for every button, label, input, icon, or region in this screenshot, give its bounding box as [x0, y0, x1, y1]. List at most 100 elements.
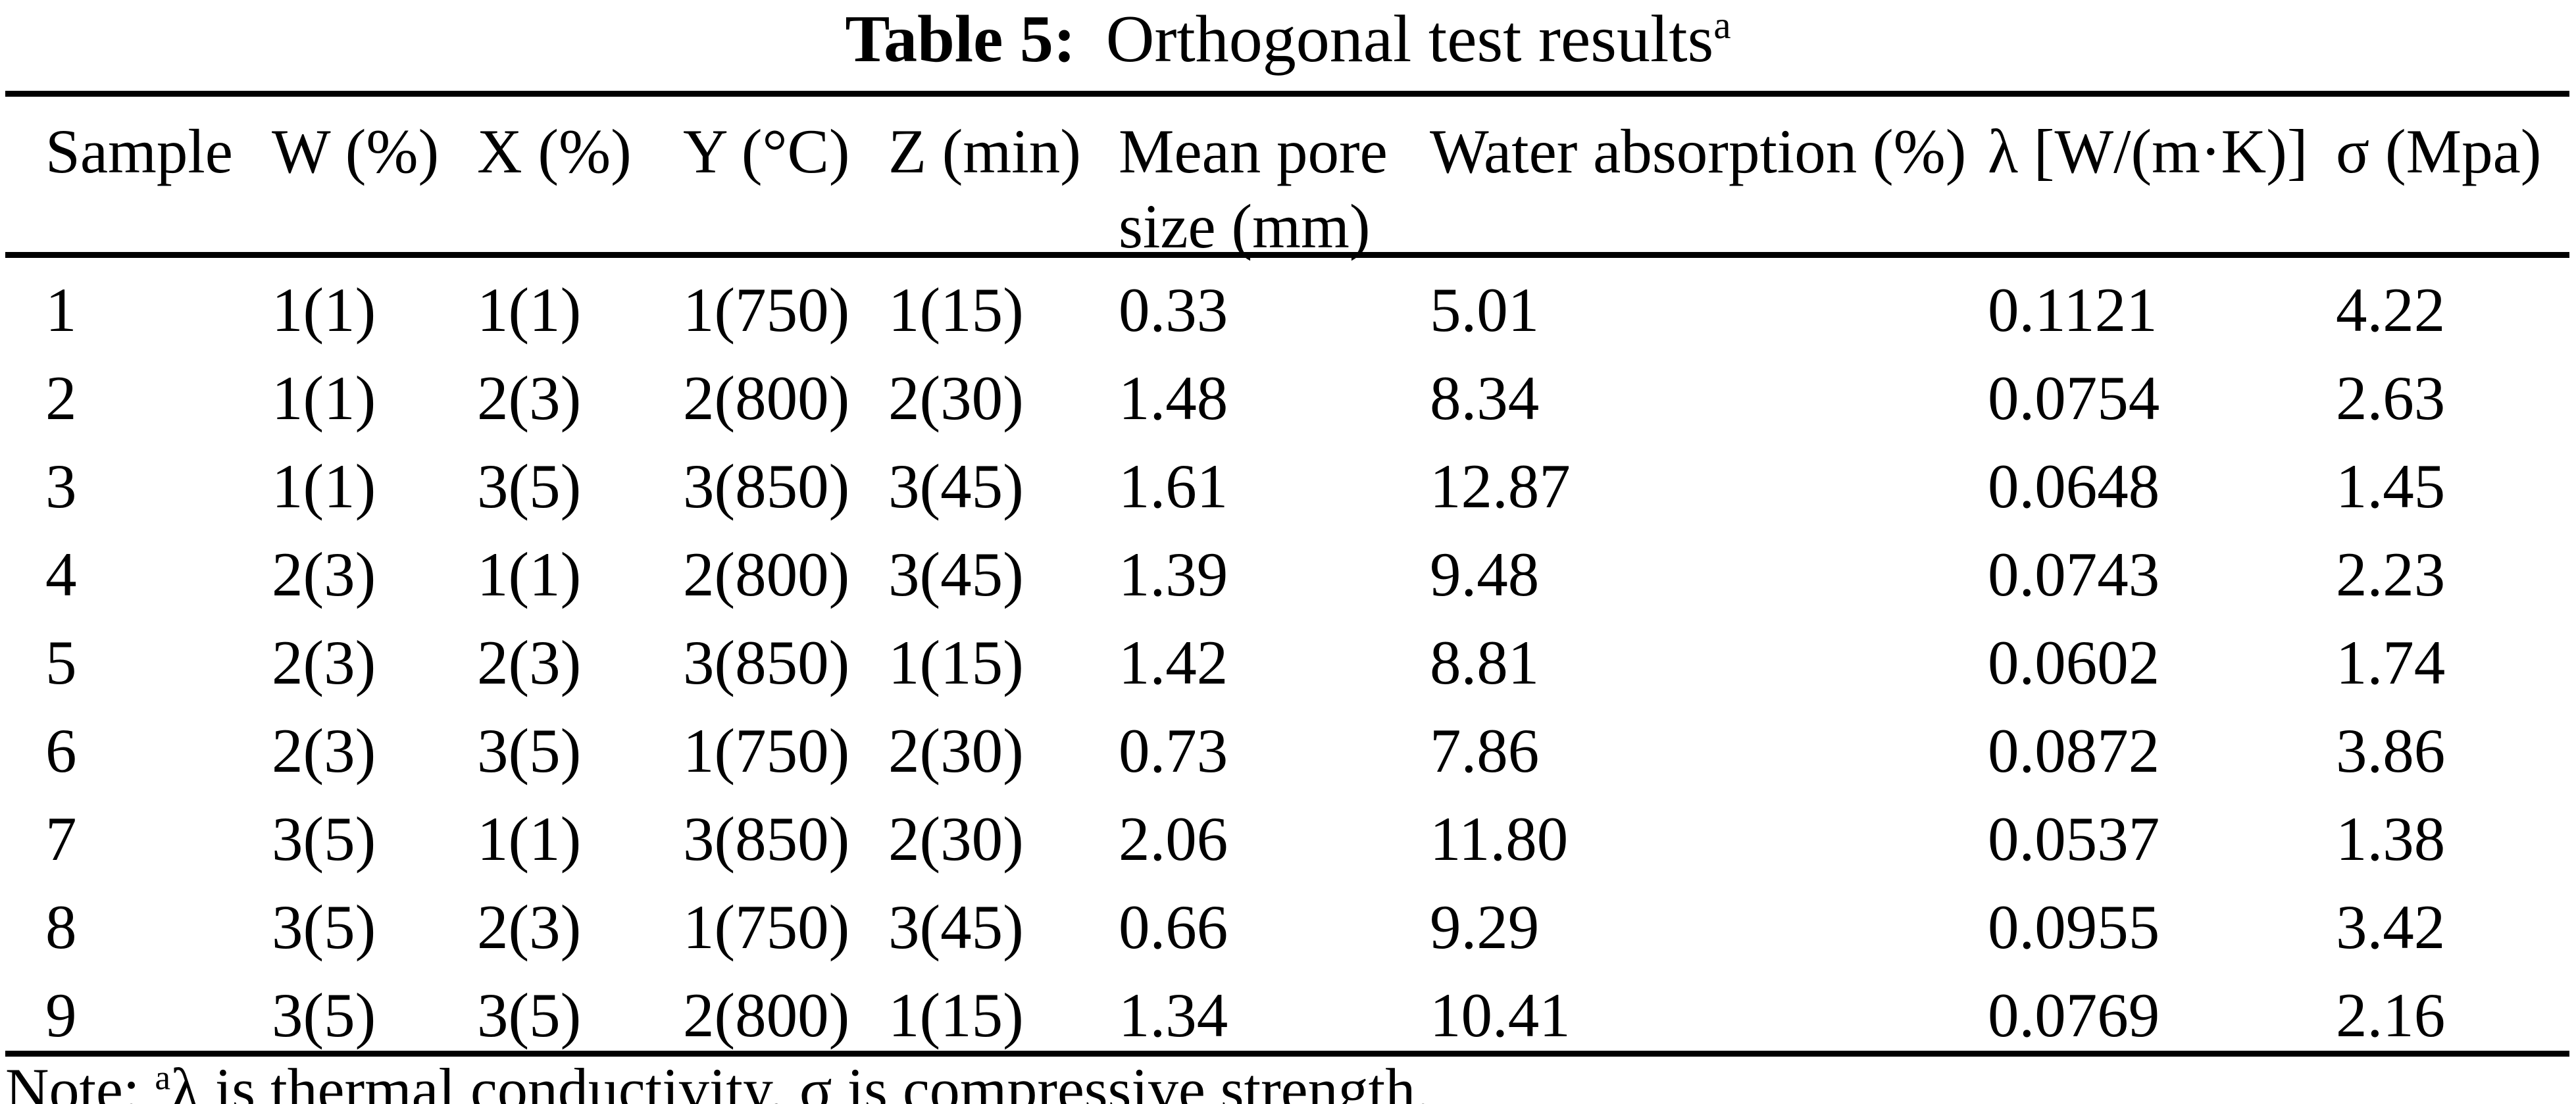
- table-cell: 2(3): [272, 539, 376, 609]
- table-cell: 0.73: [1119, 715, 1228, 786]
- table-cell: 0.0648: [1988, 451, 2160, 521]
- column-header-mean-pore-size: Mean pore size (mm): [1119, 116, 1388, 261]
- table-cell: 2(800): [683, 980, 850, 1050]
- table-cell: 7.86: [1430, 715, 1540, 786]
- table-row: 1 1(1) 1(1) 1(750) 1(15) 0.33 5.01 0.112…: [45, 264, 2569, 352]
- table-cell: 3(5): [272, 803, 376, 874]
- table-cell: 3(5): [477, 980, 582, 1050]
- table-cell: 1.48: [1119, 363, 1228, 433]
- header-rule: [5, 252, 2569, 258]
- table-cell: 2(3): [477, 627, 582, 697]
- table-cell: 4.22: [2336, 274, 2446, 345]
- column-header-compressive-strength: σ (Mpa): [2336, 116, 2542, 186]
- table-cell: 2(800): [683, 539, 850, 609]
- footnote-text: λ is thermal conductivity, σ is compress…: [170, 1056, 1431, 1104]
- table-cell: 0.0743: [1988, 539, 2160, 609]
- table-caption-superscript: a: [1713, 3, 1731, 47]
- table-cell: 1(750): [683, 274, 850, 345]
- table-cell: 3(45): [888, 539, 1024, 609]
- column-header-z: Z (min): [888, 116, 1081, 186]
- table-cell: 3(850): [683, 627, 850, 697]
- table-cell: 0.1121: [1988, 274, 2158, 345]
- table-cell: 3: [45, 451, 77, 521]
- table-cell: 3(5): [272, 980, 376, 1050]
- table-cell: 2(3): [272, 627, 376, 697]
- footnote-prefix: Note:: [5, 1056, 155, 1104]
- table-cell: 9.48: [1430, 539, 1540, 609]
- table-cell: 1.45: [2336, 451, 2446, 521]
- table-cell: 10.41: [1430, 980, 1571, 1050]
- table-cell: 1(1): [477, 803, 582, 874]
- table-cell: 1(15): [888, 627, 1024, 697]
- table-cell: 0.66: [1119, 891, 1228, 962]
- table-cell: 7: [45, 803, 77, 874]
- table-cell: 2(3): [477, 363, 582, 433]
- table-cell: 8: [45, 891, 77, 962]
- table-row: 3 1(1) 3(5) 3(850) 3(45) 1.61 12.87 0.06…: [45, 440, 2569, 528]
- table-cell: 6: [45, 715, 77, 786]
- table-cell: 3(5): [477, 715, 582, 786]
- orthogonal-test-results-table: Sample W (%) X (%) Y (°C) Z (min) Mean p…: [45, 97, 2569, 1057]
- table-cell: 0.0769: [1988, 980, 2160, 1050]
- table-cell: 2(30): [888, 363, 1024, 433]
- table-row: 4 2(3) 1(1) 2(800) 3(45) 1.39 9.48 0.074…: [45, 528, 2569, 616]
- table-cell: 0.0602: [1988, 627, 2160, 697]
- table-cell: 1.39: [1119, 539, 1228, 609]
- table-cell: 2.63: [2336, 363, 2446, 433]
- table-cell: 4: [45, 539, 77, 609]
- table-cell: 0.0872: [1988, 715, 2160, 786]
- table-cell: 0.0754: [1988, 363, 2160, 433]
- column-header-water-absorption: Water absorption (%): [1430, 116, 1967, 186]
- table-cell: 1.42: [1119, 627, 1228, 697]
- table-cell: 0.0955: [1988, 891, 2160, 962]
- table-cell: 2(3): [477, 891, 582, 962]
- table-cell: 1(15): [888, 980, 1024, 1050]
- table-cell: 5: [45, 627, 77, 697]
- table-footnote: Note: aλ is thermal conductivity, σ is c…: [5, 1055, 1430, 1104]
- table-cell: 3(850): [683, 451, 850, 521]
- header-row: Sample W (%) X (%) Y (°C) Z (min) Mean p…: [45, 97, 2569, 264]
- table-cell: 3(5): [272, 891, 376, 962]
- table-cell: 2: [45, 363, 77, 433]
- table-row: 5 2(3) 2(3) 3(850) 1(15) 1.42 8.81 0.060…: [45, 616, 2569, 705]
- table-cell: 8.34: [1430, 363, 1540, 433]
- table-cell: 1.34: [1119, 980, 1228, 1050]
- top-rule: [5, 91, 2569, 97]
- table-cell: 1(1): [477, 539, 582, 609]
- table-caption-label: Table 5:: [845, 2, 1076, 76]
- table-cell: 1: [45, 274, 77, 345]
- table-cell: 3(45): [888, 451, 1024, 521]
- table-cell: 3.42: [2336, 891, 2446, 962]
- table-caption: Table 5: Orthogonal test resultsa: [0, 2, 2576, 76]
- table-cell: 2(3): [272, 715, 376, 786]
- table-cell: 1.38: [2336, 803, 2446, 874]
- table-cell: 0.33: [1119, 274, 1228, 345]
- column-header-w: W (%): [272, 116, 440, 186]
- table-cell: 3(5): [477, 451, 582, 521]
- table-cell: 1(1): [272, 451, 376, 521]
- table-cell: 2(30): [888, 803, 1024, 874]
- table-cell: 9.29: [1430, 891, 1540, 962]
- column-header-x: X (%): [477, 116, 632, 186]
- table-row: 7 3(5) 1(1) 3(850) 2(30) 2.06 11.80 0.05…: [45, 793, 2569, 881]
- table-cell: 5.01: [1430, 274, 1540, 345]
- table-cell: 1(1): [272, 274, 376, 345]
- table-cell: 1.61: [1119, 451, 1228, 521]
- table-cell: 0.0537: [1988, 803, 2160, 874]
- table-cell: 3(850): [683, 803, 850, 874]
- table-cell: 1(15): [888, 274, 1024, 345]
- table-row: 2 1(1) 2(3) 2(800) 2(30) 1.48 8.34 0.075…: [45, 352, 2569, 440]
- table-cell: 1.74: [2336, 627, 2446, 697]
- column-header-thermal-conductivity: λ [W/(m·K)]: [1988, 116, 2308, 186]
- column-header-sample: Sample: [45, 116, 233, 186]
- table-cell: 2.23: [2336, 539, 2446, 609]
- table-cell: 2(30): [888, 715, 1024, 786]
- table-cell: 1(750): [683, 715, 850, 786]
- table-cell: 9: [45, 980, 77, 1050]
- footnote-superscript: a: [155, 1057, 171, 1097]
- table-cell: 2(800): [683, 363, 850, 433]
- table-row: 8 3(5) 2(3) 1(750) 3(45) 0.66 9.29 0.095…: [45, 881, 2569, 969]
- table-cell: 12.87: [1430, 451, 1571, 521]
- bottom-rule: [5, 1051, 2569, 1057]
